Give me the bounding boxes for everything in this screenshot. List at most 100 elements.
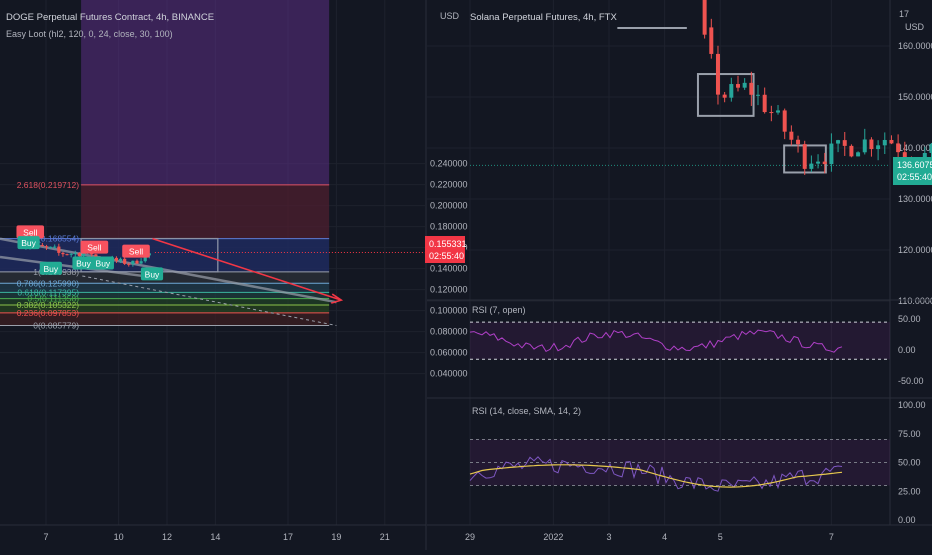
fib-level-label: 1.618(0.168554) [17,234,80,244]
right-candle [856,152,861,157]
right-candle [816,161,821,164]
right-candle [809,163,814,169]
left-candle [57,246,61,253]
right-candle [735,84,740,88]
fib-level-label: 0(0.085779) [33,321,79,331]
rsi1-tick-label: -50.00 [898,376,924,386]
signal-badge [72,256,95,270]
signal-label: Sell [87,243,101,253]
left-y-tick-label: 0.220000 [430,180,468,190]
fib-level-label: 0.5(0.111358) [27,294,79,304]
fib-band [0,312,330,326]
right-y-unit: USD [905,22,925,32]
fib-band [0,305,330,313]
projection-arrow-head [331,293,344,304]
left-y-tick-label: 0.080000 [430,327,468,337]
signal-label: Buy [21,238,36,248]
support-box-1 [696,73,755,117]
rsi1-band [470,322,890,360]
signal-label: Buy [76,259,91,269]
left-x-tick-label: 14 [210,532,220,542]
fib-zone-top [81,0,330,185]
signal-label: Buy [44,264,59,274]
left-candle [48,246,53,248]
right-candle [756,94,761,96]
right-candle [702,0,707,35]
right-candle [902,152,907,159]
right-y-tick-label: 130.0000 [898,194,932,204]
right-candle [836,140,841,144]
right-candle [822,161,827,165]
left-y-tick-label: 0.240000 [430,159,468,169]
left-candle [135,260,139,264]
rsi2-tick-label: 100.00 [898,400,926,410]
right-candle [889,139,894,144]
fib-zone-red [81,184,330,239]
right-x-tick-label: 5 [718,532,723,542]
right-y-tick-label: 150.0000 [898,92,932,102]
right-price-tag-bg [893,157,932,185]
left-candle [61,252,65,255]
rsi2-tick-label: 0.00 [898,515,916,525]
channel-projection [82,275,337,326]
left-price-value: 0.155331 [429,239,467,249]
right-candle [782,110,787,132]
right-x-tick-label: 2022 [543,532,563,542]
fib-band [0,298,330,306]
right-y-tick-label: 120.0000 [898,245,932,255]
signal-label: Buy [145,269,160,279]
left-x-tick-label: 7 [43,532,48,542]
rsi1-label: RSI (7, open) [472,305,526,315]
right-candle [749,82,754,95]
fib-level-label: 2.618(0.219712) [17,180,80,190]
left-candle [73,253,77,255]
left-candle [139,261,143,264]
right-candle [789,131,794,140]
left-candle [127,263,131,265]
right-x-tick-label: 29 [465,532,475,542]
left-candle [143,255,147,262]
signal-badge [122,244,150,258]
rsi2-label: RSI (14, close, SMA, 14, 2) [472,406,581,416]
left-x-tick-label: 21 [380,532,390,542]
right-title: Solana Perpetual Futures, 4h, FTX [470,12,617,23]
left-price-tag: 0.155331 02:55:40 [425,236,467,263]
right-candle [762,94,767,113]
rsi1-line [469,329,843,353]
right-candle [742,82,747,88]
rsi1-tick-label: 0.00 [898,345,916,355]
left-x-tick-label: 19 [331,532,341,542]
right-candle [802,144,807,169]
fib-level-label: 0.618(0.117395) [17,287,79,297]
rsi2-tick-label: 75.00 [898,429,921,439]
left-y-tick-label: 0.180000 [430,222,468,232]
left-candle [77,253,81,257]
left-x-tick-label: 17 [283,532,293,542]
right-price-tag: 136.6075 02:55:40 [893,157,932,185]
signal-badge [16,225,45,239]
right-candle [769,112,774,114]
right-x-tick-label: 4 [662,532,667,542]
right-candle [709,27,714,54]
fib-level-label: 0.382(0.105322) [17,300,80,310]
left-candle [131,260,135,265]
left-y-unit: USD [440,11,460,21]
right-top-tick: 17 [899,9,909,19]
fib-level-label: 0.786(0.125990) [17,278,80,288]
fib-band [0,271,330,284]
signal-label: Sell [23,227,37,237]
rsi2-tick-label: 25.00 [898,486,921,496]
left-y-tick-label: 0.040000 [430,369,468,379]
right-candle [729,84,734,98]
left-x-tick-label: 10 [114,532,124,542]
right-candle [929,143,932,154]
left-price-countdown: 02:55:40 [429,251,464,261]
signal-badge [91,256,114,270]
right-candle [842,140,847,146]
channel-upper [0,237,337,304]
left-candle [69,253,73,255]
left-y-tick-label: 0.120000 [430,285,468,295]
left-y-tick-label: 0.200000 [430,201,468,211]
